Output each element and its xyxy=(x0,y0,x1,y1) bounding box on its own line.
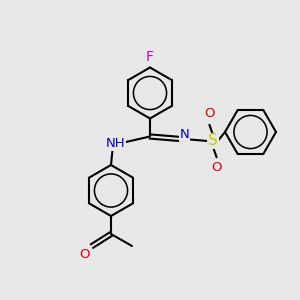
Text: S: S xyxy=(208,134,218,148)
Text: O: O xyxy=(79,248,89,262)
Text: O: O xyxy=(204,107,215,121)
Text: F: F xyxy=(146,50,154,64)
Text: NH: NH xyxy=(106,137,125,151)
Text: O: O xyxy=(212,161,222,175)
Text: N: N xyxy=(180,128,189,142)
